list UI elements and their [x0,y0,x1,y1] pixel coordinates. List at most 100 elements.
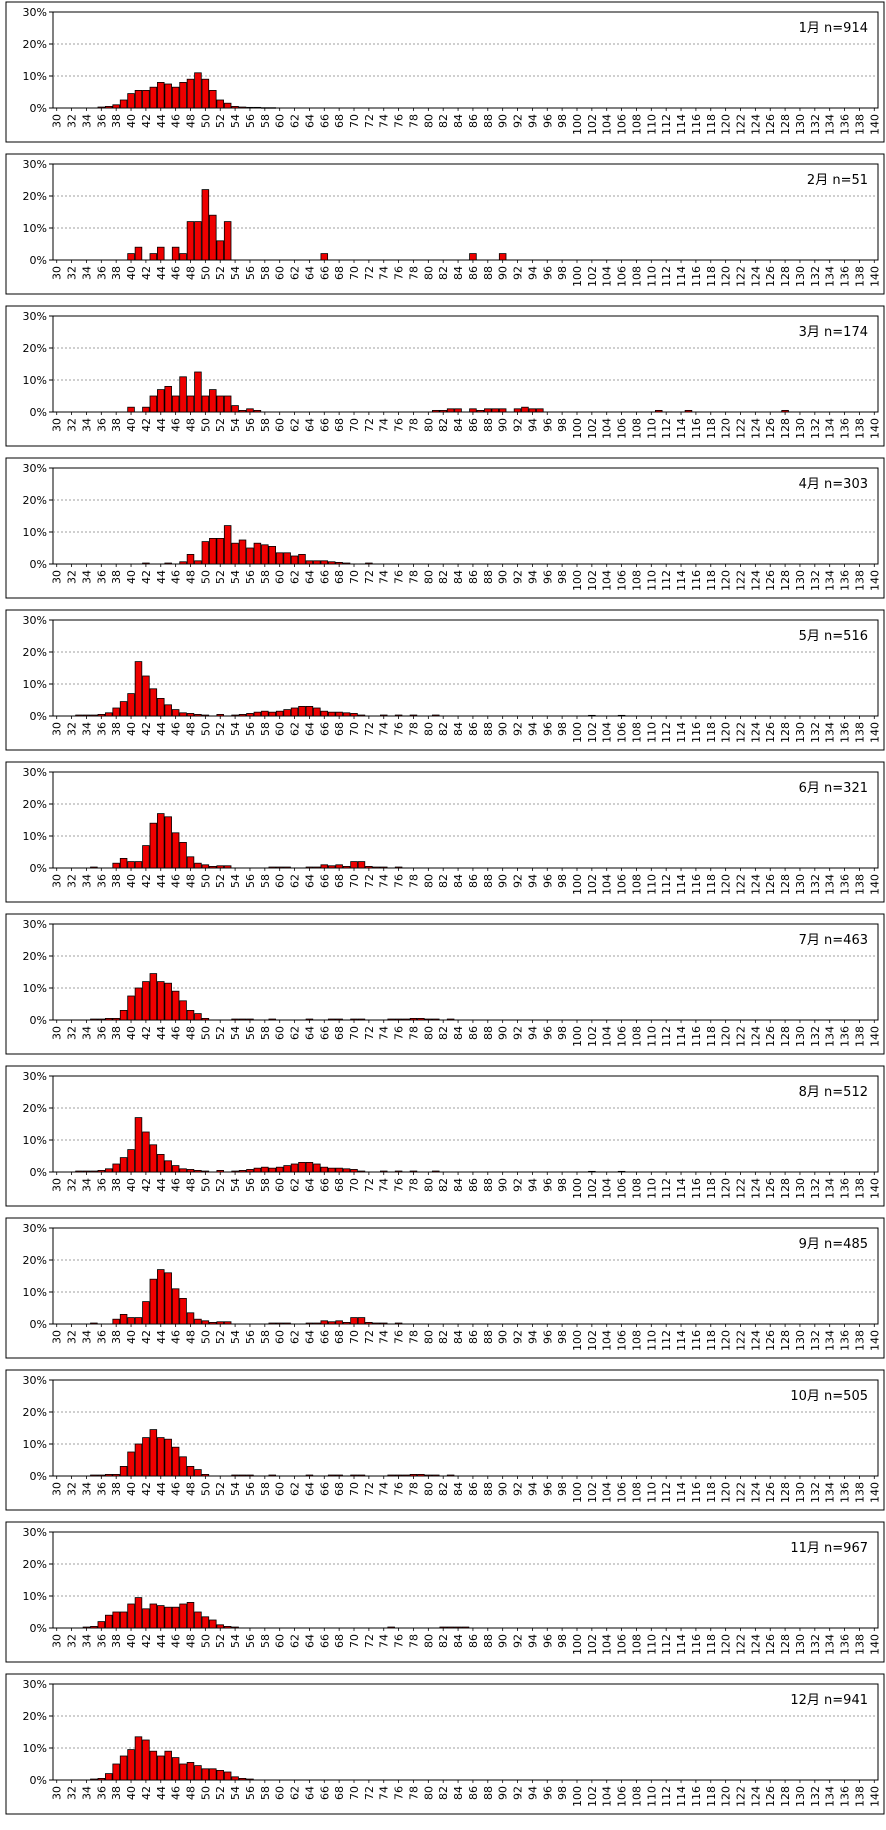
x-tick-label: 74 [378,266,391,280]
bar-55 [238,1778,247,1781]
x-tick-label: 112 [660,1330,673,1351]
x-tick-label: 92 [512,722,525,736]
x-tick-label: 112 [660,1178,673,1199]
x-tick-label: 132 [809,114,822,135]
x-tick-label: 132 [809,1786,822,1807]
x-tick-label: 60 [274,1178,287,1192]
y-tick-label: 30% [23,1526,47,1539]
x-tick-label: 80 [422,1178,435,1192]
y-tick-label: 10% [23,1286,47,1299]
x-tick-label: 102 [586,874,599,895]
x-tick-label: 68 [333,1330,346,1344]
bar-38 [112,1474,120,1477]
x-tick-label: 120 [720,874,733,895]
bar-43 [149,973,158,1021]
x-tick-label: 90 [497,1330,510,1344]
x-tick-label: 134 [824,114,837,135]
x-tick-label: 106 [616,1634,629,1655]
x-tick-label: 30 [51,874,64,888]
bar-55 [238,714,247,717]
x-tick-label: 80 [422,1026,435,1040]
bar-70 [350,1169,358,1173]
x-tick-label: 42 [140,418,153,432]
bar-49 [194,1611,202,1629]
x-tick-label: 82 [437,1482,450,1496]
chart-title: 3月 n=174 [799,325,868,340]
bar-44 [157,1437,165,1477]
bar-59 [268,866,277,869]
x-tick-label: 42 [140,266,153,280]
x-tick-label: 56 [244,570,257,584]
x-tick-label: 128 [779,1786,792,1807]
x-tick-label: 132 [809,1178,822,1199]
x-tick-label: 56 [244,114,257,128]
x-tick-label: 134 [824,570,837,591]
x-tick-label: 40 [125,874,138,888]
x-tick-label: 64 [303,1482,316,1496]
x-tick-label: 58 [259,418,272,432]
bar-56 [246,1169,254,1173]
x-tick-label: 128 [779,266,792,287]
x-tick-label: 74 [378,1634,391,1648]
y-tick-label: 10% [23,1742,47,1755]
x-tick-label: 98 [556,1786,569,1800]
bar-90 [498,253,507,261]
bar-78 [409,1474,418,1477]
x-tick-label: 138 [853,418,866,439]
bar-47 [179,1168,187,1173]
x-tick-label: 90 [497,266,510,280]
bar-68 [335,864,343,869]
x-tick-label: 106 [616,1482,629,1503]
x-tick-label: 40 [125,1482,138,1496]
x-tick-label: 132 [809,1482,822,1503]
x-tick-label: 90 [497,1178,510,1192]
bar-81 [432,1474,440,1477]
x-tick-label: 96 [541,1786,554,1800]
bar-44 [157,82,165,109]
bar-41 [134,661,143,717]
x-tick-label: 56 [244,1786,257,1800]
x-tick-label: 64 [303,114,316,128]
y-tick-label: 20% [23,1558,47,1571]
x-tick-label: 64 [303,1330,316,1344]
x-tick-label: 102 [586,570,599,591]
y-tick-label: 20% [23,950,47,963]
x-tick-label: 112 [660,1786,673,1807]
bar-41 [134,987,143,1021]
x-tick-label: 140 [868,1026,881,1047]
x-tick-label: 98 [556,1026,569,1040]
x-tick-label: 52 [214,722,227,736]
x-tick-label: 38 [110,722,123,736]
bar-58 [261,544,269,565]
bar-50 [201,1768,210,1781]
x-tick-label: 52 [214,418,227,432]
x-tick-label: 134 [824,1178,837,1199]
x-tick-label: 50 [199,266,212,280]
x-tick-label: 48 [185,1482,198,1496]
x-tick-label: 66 [318,114,331,128]
bar-55 [238,539,247,565]
x-tick-label: 58 [259,1026,272,1040]
x-tick-label: 74 [378,1178,391,1192]
x-tick-label: 66 [318,1634,331,1648]
bar-66 [320,253,329,261]
x-tick-label: 140 [868,1330,881,1351]
bar-37 [104,1168,113,1173]
x-tick-label: 138 [853,1330,866,1351]
x-tick-label: 84 [452,1482,465,1496]
bar-34 [82,1626,91,1629]
x-tick-label: 88 [482,114,495,128]
x-tick-label: 118 [705,114,718,135]
bar-51 [209,866,217,869]
x-tick-label: 32 [66,114,79,128]
plot-area [52,923,879,1021]
bar-36 [97,714,106,717]
x-tick-label: 108 [630,1482,643,1503]
bar-35 [90,1322,98,1325]
x-tick-label: 72 [363,1178,376,1192]
x-tick-label: 70 [348,1634,361,1648]
x-tick-label: 80 [422,1634,435,1648]
x-tick-label: 54 [229,1178,242,1192]
x-tick-label: 122 [735,418,748,439]
bar-106 [617,1170,626,1173]
